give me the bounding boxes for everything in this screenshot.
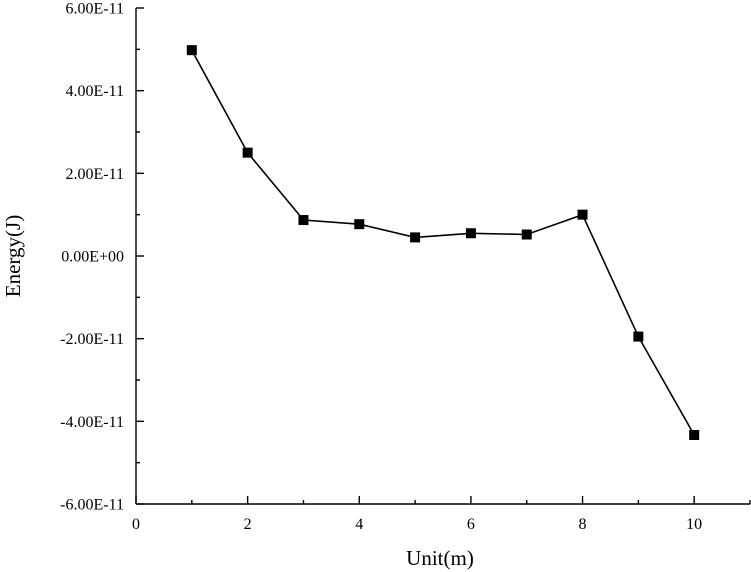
x-ticks: 0 2 4 6 8 10: [132, 496, 751, 533]
x-tick-label: 10: [686, 516, 702, 533]
x-tick-label: 2: [244, 516, 252, 533]
data-point: [577, 209, 588, 220]
y-tick-label: 6.00E-11: [65, 1, 124, 18]
y-tick-label: 4.00E-11: [65, 83, 124, 100]
x-tick-label: 6: [467, 516, 475, 533]
data-point: [689, 429, 700, 440]
data-point: [633, 331, 644, 342]
series-line: [191, 49, 695, 436]
data-point: [465, 228, 476, 239]
data-point: [242, 147, 253, 158]
y-tick-label: 0.00E+00: [61, 249, 124, 266]
data-point: [186, 45, 197, 56]
series-layer: [186, 45, 700, 440]
y-tick-label: -2.00E-11: [60, 331, 124, 348]
y-tick-label: -6.00E-11: [60, 497, 124, 514]
x-tick-label: 4: [355, 516, 363, 533]
axes: [135, 8, 750, 505]
data-point: [298, 215, 309, 226]
x-axis-title: Unit(m): [406, 546, 474, 570]
x-tick-label: 8: [579, 516, 587, 533]
data-point: [410, 232, 421, 243]
y-ticks: -6.00E-11 -4.00E-11 -2.00E-11 0.00E+00 2.00E…: [60, 1, 144, 514]
data-point: [354, 219, 365, 230]
y-tick-label: -4.00E-11: [60, 414, 124, 431]
data-point: [521, 229, 532, 240]
x-tick-label: 0: [132, 516, 140, 533]
y-tick-label: 2.00E-11: [65, 166, 124, 183]
y-axis-title: Energy(J): [1, 215, 25, 297]
